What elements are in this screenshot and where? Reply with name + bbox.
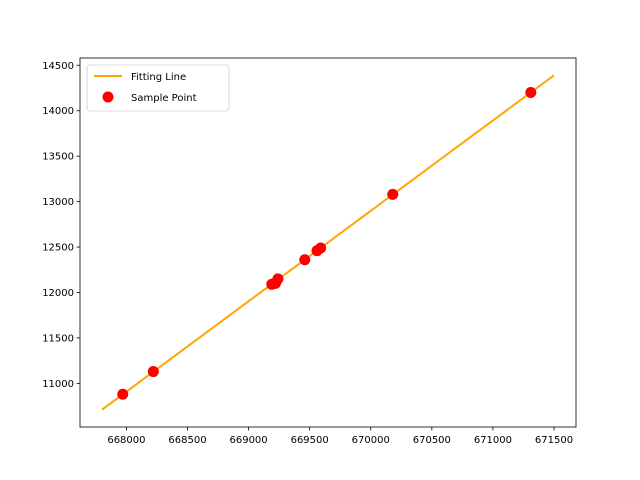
sample-point — [147, 366, 159, 378]
legend: Fitting Line Sample Point — [86, 64, 230, 112]
fitting-line — [101, 74, 555, 411]
x-tick-label: 668500 — [168, 435, 206, 446]
legend-label: Sample Point — [131, 93, 197, 104]
legend-point-swatch — [102, 91, 114, 103]
plot-area — [101, 74, 555, 411]
x-tick-label: 669000 — [229, 435, 267, 446]
sample-point — [299, 254, 311, 266]
x-tick-label: 670000 — [352, 435, 390, 446]
y-tick-label: 12000 — [42, 288, 74, 299]
y-tick-label: 14500 — [42, 61, 74, 72]
axes: 668000 668500 669000 669500 670000 670500 6710… — [42, 57, 577, 446]
legend-label: Fitting Line — [131, 72, 186, 83]
x-tick-label: 669500 — [291, 435, 329, 446]
sample-point — [117, 388, 129, 400]
sample-point — [315, 242, 327, 254]
y-tick-label: 14000 — [42, 106, 74, 117]
y-tick-label: 13500 — [42, 152, 74, 163]
y-tick-label: 11500 — [42, 333, 74, 344]
legend-box — [86, 64, 230, 112]
y-tick-label: 11000 — [42, 379, 74, 390]
x-tick-label: 670500 — [413, 435, 451, 446]
x-tick-label: 668000 — [107, 435, 145, 446]
y-tick-label: 13000 — [42, 197, 74, 208]
sample-point — [525, 87, 537, 99]
axes-frame — [79, 57, 577, 428]
x-tick-label: 671500 — [535, 435, 573, 446]
sample-point — [272, 273, 284, 285]
sample-point — [387, 188, 399, 200]
x-tick-label: 671000 — [474, 435, 512, 446]
y-tick-label: 12500 — [42, 243, 74, 254]
